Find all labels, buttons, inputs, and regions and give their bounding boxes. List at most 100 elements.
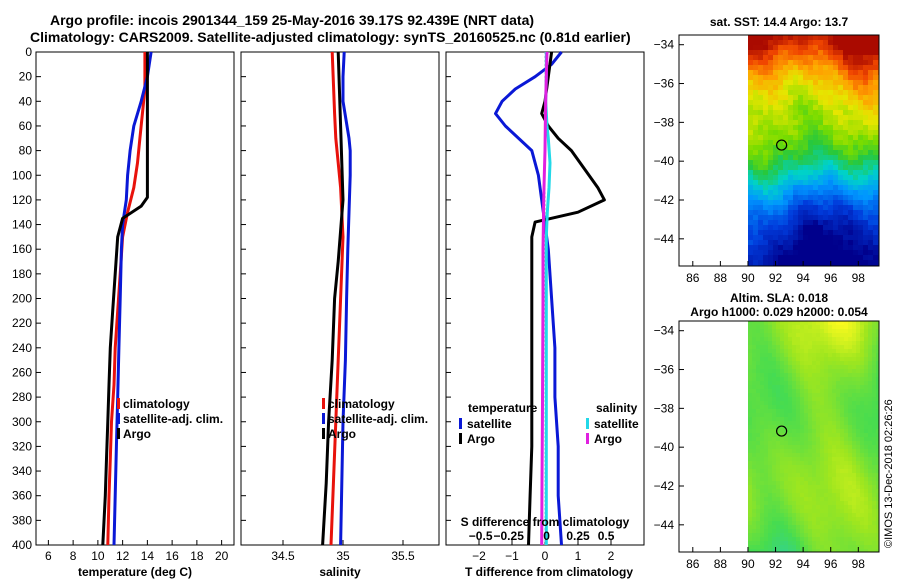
y-tick-label-40: 40 (19, 94, 33, 108)
salinity-legend-swatch-2 (322, 428, 325, 439)
diff-legend-temperature-swatch-1 (459, 433, 462, 444)
salinity-panel: 34.5 35 35.5salinityclimatologysatellite-a… (241, 52, 439, 579)
sla-map-x-tick-label-86: 86 (686, 557, 700, 571)
diff-legend-salinity-title: salinity (596, 401, 638, 415)
sst-map-y-tick-label--34: −34 (654, 38, 675, 52)
y-tick-label-340: 340 (12, 464, 32, 478)
diff-s-tick-label-4: 0.5 (598, 529, 615, 543)
temperature-x-tick-label-20: 20 (215, 549, 229, 563)
y-tick-label-320: 320 (12, 439, 32, 453)
difference-x-tick-label-0: 0 (542, 549, 549, 563)
sst-map-y-tick-label--42: −42 (654, 193, 675, 207)
sst-map-x-tick-label-92: 92 (769, 271, 783, 285)
y-tick-label-180: 180 (12, 267, 32, 281)
sst-map-y-tick-label--38: −38 (654, 115, 675, 129)
temperature-x-tick-label-12: 12 (116, 549, 130, 563)
temperature-legend-label-1: satellite-adj. clim. (123, 412, 223, 426)
sla-map-y-tick-label--38: −38 (654, 401, 675, 415)
sla-map-x-tick-label-96: 96 (824, 557, 838, 571)
diff-legend-salinity-label-1: Argo (594, 432, 622, 446)
y-tick-label-280: 280 (12, 390, 32, 404)
diff-legend-temperature-title: temperature (468, 401, 538, 415)
temperature-x-tick-label-6: 6 (45, 549, 52, 563)
sst-map-y-tick-label--40: −40 (654, 154, 675, 168)
y-tick-label-20: 20 (19, 70, 33, 84)
difference-x-axis-label: T difference from climatology (465, 565, 633, 579)
sla-map-panel: −34 −36 −38 −40 −42 −44 86 88 90 92 94 96 98 Altim. S… (654, 291, 879, 571)
y-tick-label-220: 220 (12, 316, 32, 330)
sla-map-x-tick-label-88: 88 (714, 557, 728, 571)
temperature-x-tick-label-18: 18 (190, 549, 204, 563)
difference-panel: −2 −1 0 1 2 T difference from climatology temp… (446, 52, 644, 579)
argo-profile-figure: 0204060801001201401601802002202402602803… (0, 0, 900, 580)
sst-map-x-tick-label-94: 94 (796, 271, 810, 285)
sst-map-x-tick-label-90: 90 (741, 271, 755, 285)
sst-map-y-tick-label--36: −36 (654, 77, 675, 91)
diff-legend-temperature-label-0: satellite (467, 417, 512, 431)
salinity-legend-swatch-0 (322, 398, 325, 409)
diff-legend-salinity-swatch-1 (586, 433, 589, 444)
sst-map-x-tick-label-88: 88 (714, 271, 728, 285)
y-tick-label-60: 60 (19, 119, 33, 133)
sst-map-x-tick-label-86: 86 (686, 271, 700, 285)
y-tick-label-0: 0 (25, 45, 32, 59)
temperature-legend-swatch-1 (117, 413, 120, 424)
diff-s-tick-label-0: −0.5 (469, 529, 493, 543)
y-tick-label-200: 200 (12, 292, 32, 306)
temperature-legend-swatch-2 (117, 428, 120, 439)
sla-map-title-1: Altim. SLA: 0.018 (730, 291, 828, 305)
y-tick-label-100: 100 (12, 168, 32, 182)
difference-x-tick-label--1: −1 (505, 549, 519, 563)
sla-map-field (748, 321, 879, 552)
sst-map-y-tick-label--44: −44 (654, 232, 675, 246)
sla-map-y-tick-label--40: −40 (654, 440, 675, 454)
y-tick-label-240: 240 (12, 341, 32, 355)
temperature-x-axis-label: temperature (deg C) (78, 565, 192, 579)
diff-legend-temperature-swatch-0 (459, 418, 462, 429)
sla-map-x-tick-label-90: 90 (741, 557, 755, 571)
temperature-x-tick-label-16: 16 (165, 549, 179, 563)
sla-map-y-tick-label--36: −36 (654, 363, 675, 377)
salinity-x-tick-label-35.5: 35.5 (391, 549, 415, 563)
salinity-x-tick-label-34.5: 34.5 (271, 549, 295, 563)
sst-map-x-tick-label-96: 96 (824, 271, 838, 285)
sla-map-x-tick-label-92: 92 (769, 557, 783, 571)
y-tick-label-300: 300 (12, 415, 32, 429)
y-tick-label-400: 400 (12, 538, 32, 552)
difference-x-tick-label--2: −2 (472, 549, 486, 563)
temperature-x-tick-label-8: 8 (70, 549, 77, 563)
diff-s-tick-label-3: 0.25 (566, 529, 590, 543)
y-tick-label-260: 260 (12, 365, 32, 379)
salinity-legend-label-0: climatology (328, 397, 395, 411)
temperature-panel: 0 20 40 60 80 100 120 140 160 180 200 220 240 260 280 3… (12, 45, 234, 579)
diff-legend-temperature-label-1: Argo (467, 432, 495, 446)
diff-top-x-axis-label: S difference from climatology (461, 515, 630, 529)
credit-text: ©IMOS 13-Dec-2018 02:26:26 (883, 399, 895, 548)
salinity-legend-label-2: Argo (328, 427, 356, 441)
temperature-x-tick-label-10: 10 (91, 549, 105, 563)
diff-s-tick-label-1: −0.25 (494, 529, 525, 543)
temperature-x-tick-label-14: 14 (141, 549, 155, 563)
sst-map-title: sat. SST: 14.4 Argo: 13.7 (710, 15, 849, 29)
y-tick-label-160: 160 (12, 242, 32, 256)
y-tick-label-140: 140 (12, 218, 32, 232)
sla-map-y-tick-label--34: −34 (654, 324, 675, 338)
salinity-legend-label-1: satellite-adj. clim. (328, 412, 428, 426)
temperature-legend-label-2: Argo (123, 427, 151, 441)
sla-map-x-tick-label-98: 98 (852, 557, 866, 571)
diff-legend-salinity-label-0: satellite (594, 417, 639, 431)
y-tick-label-380: 380 (12, 513, 32, 527)
diff-s-tick-label-2: 0 (543, 529, 550, 543)
temperature-legend-label-0: climatology (123, 397, 190, 411)
y-tick-label-120: 120 (12, 193, 32, 207)
sla-map-y-tick-label--42: −42 (654, 479, 675, 493)
salinity-x-axis-label: salinity (319, 565, 361, 579)
sst-map-field (748, 35, 879, 266)
y-tick-label-80: 80 (19, 144, 33, 158)
salinity-legend-swatch-1 (322, 413, 325, 424)
diff-legend-salinity-swatch-0 (586, 418, 589, 429)
temperature-legend-swatch-0 (117, 398, 120, 409)
sla-map-y-tick-label--44: −44 (654, 518, 675, 532)
sst-map-x-tick-label-98: 98 (852, 271, 866, 285)
sla-map-x-tick-label-94: 94 (796, 557, 810, 571)
